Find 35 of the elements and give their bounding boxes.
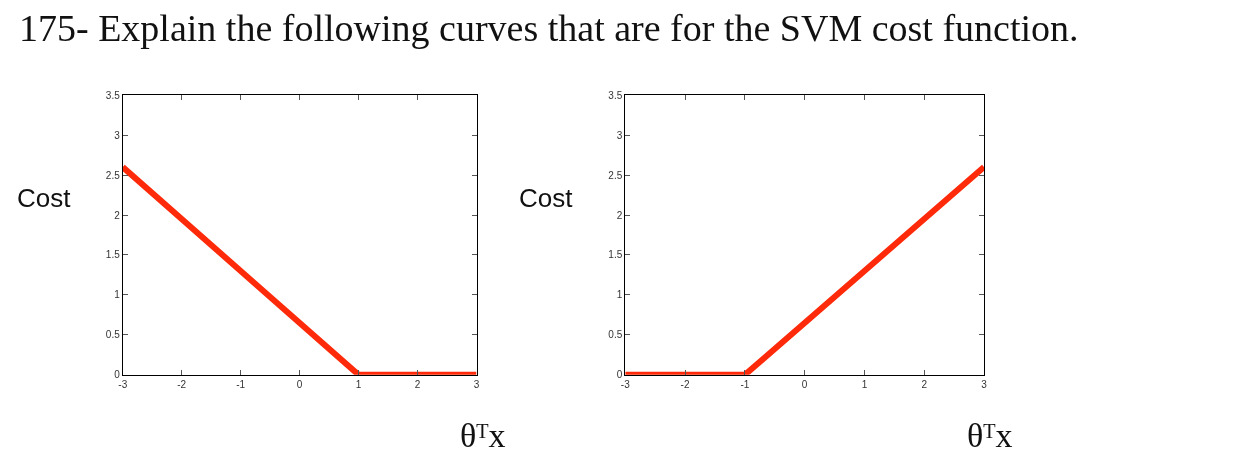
x-tick-label: -3 <box>620 378 631 390</box>
y-tick-label: 2.5 <box>105 169 121 181</box>
y-tick-label: 0.5 <box>608 329 623 341</box>
y-tick-label: 3 <box>114 129 121 141</box>
x-tick-label: 2 <box>921 378 928 390</box>
x-tick-label: 3 <box>981 378 988 390</box>
y-tick-label: 1 <box>616 289 623 301</box>
y-tick-label: 0 <box>616 369 623 381</box>
x-tick-label: -2 <box>680 378 690 390</box>
y-tick-label: 0 <box>114 369 121 381</box>
x-tick-label: 2 <box>414 378 421 390</box>
x-tick-label: -1 <box>740 378 750 390</box>
y-axis-title: Cost <box>17 183 72 213</box>
y-tick-label: 2 <box>114 209 121 221</box>
x-tick-label: -2 <box>177 378 187 390</box>
y-tick-label: 3 <box>616 129 623 141</box>
y-tick-label: 2.5 <box>608 169 623 181</box>
x-tick-label: -1 <box>236 378 246 390</box>
y-tick-label: 2 <box>616 209 623 221</box>
y-tick-label: 0.5 <box>105 329 121 341</box>
x-axis-title: θᵀx <box>460 417 506 454</box>
x-tick-label: 0 <box>801 378 808 390</box>
y-tick-label: 3.5 <box>608 89 623 101</box>
y-axis-title: Cost <box>519 183 574 213</box>
x-tick-label: -3 <box>118 378 128 390</box>
chart-title: 175- Explain the following curves that are for the SVM cost function. <box>19 7 1079 49</box>
x-tick-label: 1 <box>355 378 362 390</box>
x-tick-label: 1 <box>861 378 868 390</box>
y-tick-label: 1.5 <box>608 249 623 261</box>
y-tick-label: 1.5 <box>105 249 121 261</box>
x-tick-label: 3 <box>473 378 480 390</box>
y-tick-label: 1 <box>114 289 121 301</box>
x-axis-title: θᵀx <box>967 417 1013 454</box>
x-tick-label: 0 <box>296 378 303 390</box>
y-tick-label: 3.5 <box>105 89 121 101</box>
